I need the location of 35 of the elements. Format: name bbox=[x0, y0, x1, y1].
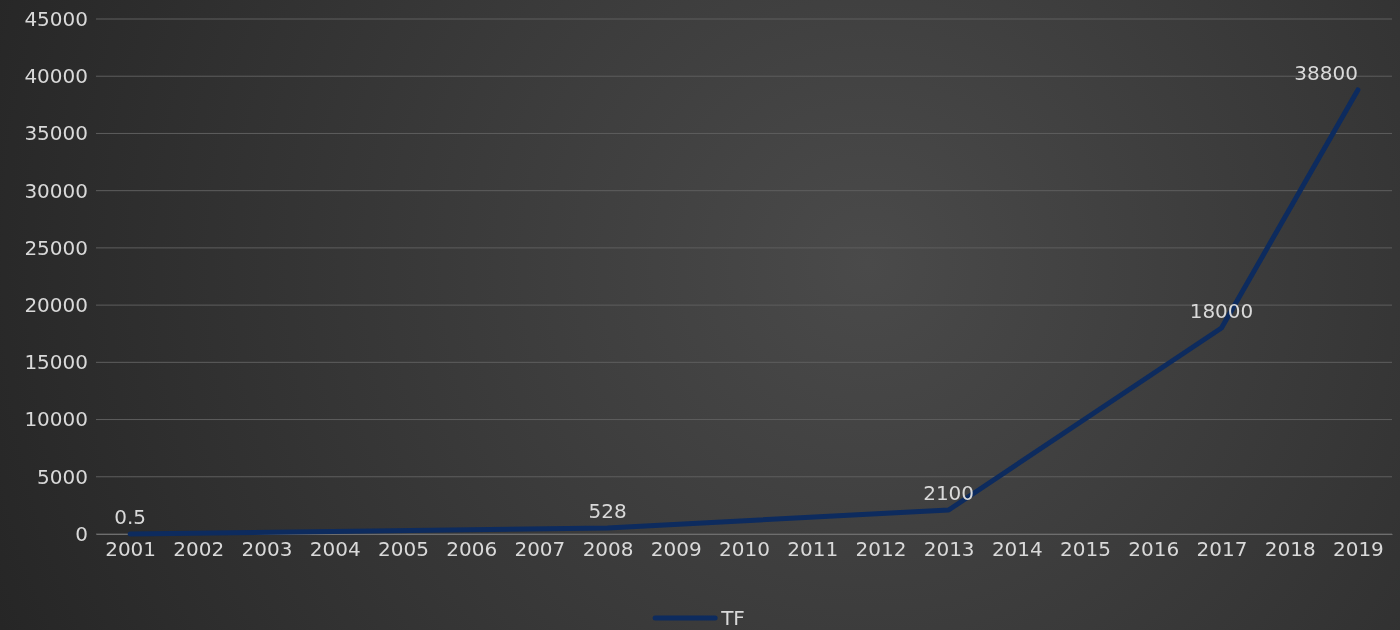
y-tick-label: 5000 bbox=[37, 464, 88, 489]
data-label: 38800 bbox=[1294, 60, 1358, 85]
x-tick-label: 2005 bbox=[377, 537, 429, 562]
x-tick-label: 2011 bbox=[787, 537, 839, 562]
x-tick-label: 2008 bbox=[582, 537, 634, 562]
x-tick-label: 2012 bbox=[855, 537, 907, 562]
x-tick-label: 2004 bbox=[309, 537, 361, 562]
x-tick-label: 2007 bbox=[514, 537, 566, 562]
x-tick-label: 2017 bbox=[1196, 537, 1248, 562]
y-tick-label: 30000 bbox=[24, 178, 88, 203]
y-tick-label: 35000 bbox=[24, 121, 88, 146]
x-tick-label: 2009 bbox=[650, 537, 702, 562]
x-tick-label: 2002 bbox=[173, 537, 225, 562]
x-tick-label: 2010 bbox=[719, 537, 770, 562]
x-tick-label: 2016 bbox=[1128, 537, 1180, 562]
x-tick-label: 2001 bbox=[105, 537, 157, 562]
data-label: 2100 bbox=[923, 480, 975, 505]
x-tick-label: 2014 bbox=[991, 537, 1043, 562]
y-tick-label: 25000 bbox=[24, 235, 88, 260]
data-label: 0.5 bbox=[114, 504, 147, 529]
x-tick-label: 2003 bbox=[241, 537, 293, 562]
y-tick-label: 45000 bbox=[24, 6, 88, 31]
y-tick-label: 40000 bbox=[24, 64, 88, 89]
y-tick-label: 20000 bbox=[24, 293, 88, 318]
x-tick-label: 2006 bbox=[446, 537, 498, 562]
data-label: 528 bbox=[588, 498, 627, 523]
y-tick-label: 15000 bbox=[24, 350, 88, 375]
x-tick-label: 2015 bbox=[1060, 537, 1112, 562]
x-tick-label: 2018 bbox=[1264, 537, 1316, 562]
legend-label: TF bbox=[720, 606, 745, 630]
x-tick-label: 2019 bbox=[1332, 537, 1384, 562]
x-tick-label: 2013 bbox=[923, 537, 975, 562]
y-tick-label: 10000 bbox=[24, 407, 88, 432]
y-tick-label: 0 bbox=[75, 521, 88, 546]
data-label: 18000 bbox=[1189, 299, 1254, 323]
